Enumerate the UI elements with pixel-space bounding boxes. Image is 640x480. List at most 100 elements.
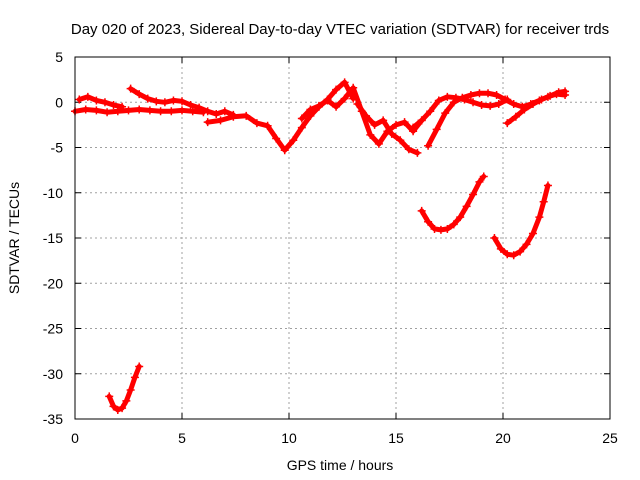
data-point <box>528 100 537 109</box>
data-point <box>449 220 458 229</box>
data-point <box>109 402 118 411</box>
data-point <box>509 100 518 109</box>
series-line <box>425 90 568 149</box>
data-point <box>432 125 441 134</box>
data-point <box>409 123 418 132</box>
data-point <box>75 95 84 104</box>
data-point <box>297 114 306 123</box>
data-point <box>156 107 165 116</box>
data-point <box>546 91 555 100</box>
data-point <box>475 89 484 98</box>
x-tick-label: 5 <box>178 430 186 446</box>
data-point <box>306 105 315 114</box>
data-point <box>167 107 176 116</box>
data-point <box>475 177 484 186</box>
data-point <box>332 102 341 111</box>
data-point <box>152 97 161 106</box>
data-point <box>92 106 101 115</box>
data-point <box>417 116 426 125</box>
data-point <box>126 84 135 93</box>
data-point <box>126 386 135 395</box>
chart-title: Day 020 of 2023, Sidereal Day-to-day VTE… <box>71 21 609 38</box>
y-tick-label: -25 <box>43 321 63 337</box>
data-point <box>430 224 439 233</box>
data-point <box>537 95 546 104</box>
data-point <box>426 107 435 116</box>
data-point <box>522 240 531 249</box>
y-axis-label: SDTVAR / TECUs <box>6 182 22 294</box>
x-tick-label: 0 <box>71 430 79 446</box>
data-point <box>263 121 272 130</box>
data-point <box>424 141 433 150</box>
grid <box>75 57 610 419</box>
data-point <box>135 90 144 99</box>
plot-frame <box>74 56 611 420</box>
data-point <box>220 107 229 116</box>
data-point <box>109 100 118 109</box>
series-track-3 <box>126 84 238 119</box>
data-point <box>466 91 475 100</box>
data-point <box>520 105 529 114</box>
y-tick-label: 0 <box>55 94 63 110</box>
data-point <box>492 91 501 100</box>
data-point <box>511 112 520 121</box>
data-point <box>503 95 512 104</box>
data-point <box>297 123 306 132</box>
series-track-9 <box>503 87 570 128</box>
data-point <box>366 130 375 139</box>
data-point <box>379 116 388 125</box>
series-line <box>299 85 425 147</box>
data-point <box>490 234 499 242</box>
data-point <box>353 100 362 109</box>
data-point <box>554 88 563 97</box>
y-tick-label: 5 <box>55 49 63 65</box>
x-tick-label: 15 <box>388 430 404 446</box>
series-line <box>355 101 420 156</box>
series-track-2 <box>75 92 127 111</box>
data-point <box>477 100 486 109</box>
data-point <box>105 392 114 401</box>
data-point <box>561 87 570 96</box>
data-point <box>400 118 409 127</box>
data-point <box>242 111 251 120</box>
data-point <box>436 225 445 234</box>
data-point <box>374 139 383 148</box>
data-point <box>460 95 469 104</box>
data-point <box>118 404 127 413</box>
data-point <box>130 373 139 382</box>
data-point <box>92 96 101 105</box>
data-point <box>424 217 433 226</box>
series-line <box>491 183 551 258</box>
data-point <box>143 94 152 103</box>
data-point <box>535 213 544 222</box>
series-track-1 <box>71 105 208 117</box>
data-point <box>203 118 212 127</box>
data-point <box>486 101 495 110</box>
data-point <box>203 107 212 116</box>
series-track-8 <box>409 92 512 132</box>
data-point <box>496 244 505 253</box>
data-point <box>539 197 548 206</box>
data-point <box>349 83 358 92</box>
series-track-11 <box>490 181 552 260</box>
data-point <box>229 112 238 121</box>
data-point <box>188 107 197 116</box>
data-point <box>387 129 396 138</box>
data-point <box>216 116 225 125</box>
series-line <box>205 79 356 153</box>
x-tick-label: 25 <box>602 430 618 446</box>
data-point <box>392 120 400 129</box>
data-point <box>186 100 195 109</box>
data-point <box>516 247 525 256</box>
data-point <box>212 110 221 119</box>
data-point <box>118 102 127 111</box>
data-point <box>404 145 413 154</box>
data-point <box>113 107 122 116</box>
series-track-12 <box>105 362 144 414</box>
data-point <box>479 172 488 181</box>
data-point <box>83 92 92 101</box>
series-track-6 <box>353 100 422 157</box>
y-tick-labels: -35 -30 -25 -20 -15 -10 -5 0 5 <box>43 49 63 427</box>
data-point <box>195 103 204 112</box>
data-point <box>178 106 186 115</box>
